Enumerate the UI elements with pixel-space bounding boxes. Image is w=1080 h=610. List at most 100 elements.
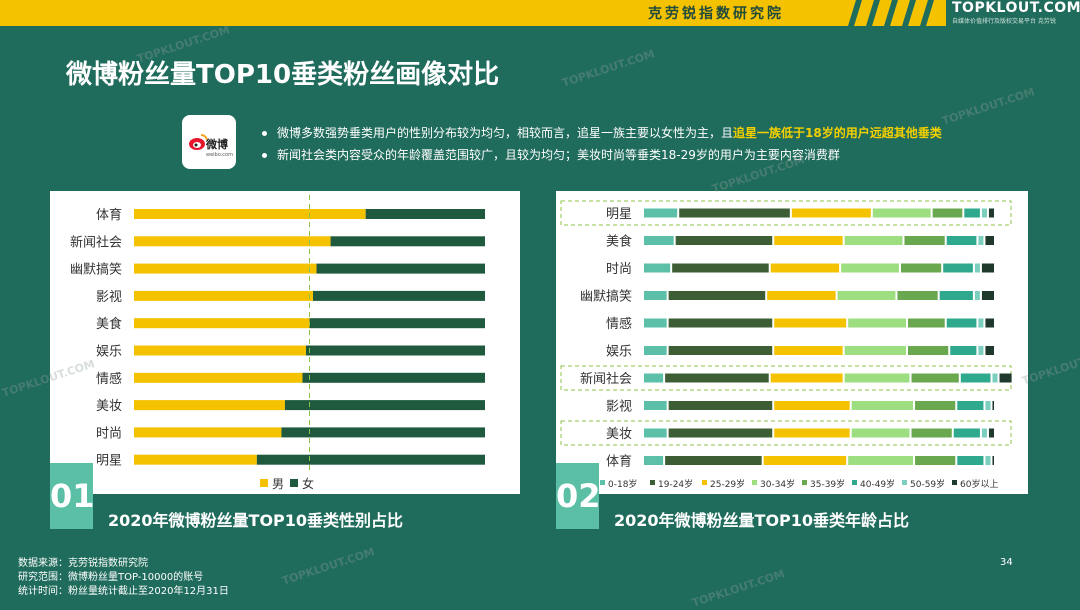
- bar-19-24岁: [672, 263, 769, 273]
- bar-25-29岁: [774, 401, 850, 410]
- bar-50-59岁: [981, 208, 987, 218]
- bar-50-59岁: [985, 456, 991, 465]
- bar-40-49岁: [964, 208, 980, 218]
- category-label: 娱乐: [96, 345, 122, 360]
- gender-chart-panel: 体育 新闻社会 幽默搞笑 影视 美食 娱乐 情感 美妆 时尚 明星男 女: [50, 191, 520, 494]
- category-label: 美食: [606, 234, 632, 250]
- legend-label: 女: [302, 476, 314, 491]
- legend-swatch: [260, 479, 268, 487]
- logo-subtitle: 自媒体价值排行及版权交易平台 克劳锐: [952, 18, 1056, 25]
- bar-男: [134, 318, 310, 329]
- bar-女: [305, 345, 485, 356]
- bar-60岁以上: [999, 373, 1012, 383]
- bar-40-49岁: [950, 346, 977, 355]
- bar-40-49岁: [946, 236, 977, 245]
- category-label: 影视: [96, 290, 122, 305]
- bullet-1-highlight: 追星一族低于18岁的用户远超其他垂类: [733, 126, 942, 140]
- bar-35-39岁: [897, 291, 938, 300]
- category-label: 幽默搞笑: [70, 262, 122, 278]
- bullet-2-text: 新闻社会类内容受众的年龄覆盖范围较广，且较为均匀；美妆时尚等垂类18-29岁的用…: [277, 148, 840, 162]
- bar-男: [134, 454, 257, 465]
- bar-男: [134, 263, 317, 274]
- legend-label: 40-49岁: [860, 478, 895, 490]
- bar-男: [134, 209, 366, 219]
- bar-30-34岁: [844, 346, 906, 355]
- bar-30-34岁: [851, 401, 914, 410]
- weibo-logo-sub: weibo.com: [206, 152, 233, 158]
- bar-19-24岁: [668, 401, 773, 410]
- legend-swatch: [702, 480, 707, 485]
- bar-19-24岁: [668, 318, 773, 328]
- weibo-icon: 微博 weibo.com: [189, 133, 233, 158]
- bar-35-39岁: [915, 456, 956, 465]
- weibo-logo: 微博 weibo.com: [182, 115, 236, 169]
- watermark: TOPKLOUT.COM: [940, 85, 1037, 128]
- bullet-dot: [262, 131, 267, 136]
- bar-女: [281, 427, 485, 438]
- category-label: 幽默搞笑: [580, 289, 632, 305]
- bar-0-18岁: [644, 263, 671, 273]
- bar-35-39岁: [908, 318, 945, 328]
- category-label: 情感: [606, 316, 632, 332]
- legend-label: 35-39岁: [810, 478, 845, 490]
- bar-25-29岁: [791, 208, 871, 218]
- bar-女: [284, 400, 485, 411]
- bar-女: [302, 372, 485, 383]
- highlight-box: [560, 200, 1012, 226]
- bar-60岁以上: [992, 456, 994, 465]
- bar-25-29岁: [770, 373, 843, 383]
- bar-50-59岁: [981, 428, 987, 438]
- bar-男: [134, 427, 282, 438]
- gender-chart-title: 2020年微博粉丝量TOP10垂类性别占比: [108, 511, 404, 530]
- bar-0-18岁: [644, 346, 667, 355]
- category-label: 美妆: [96, 399, 122, 414]
- bar-40-49岁: [957, 456, 984, 465]
- bar-19-24岁: [668, 291, 766, 300]
- bar-25-29岁: [774, 428, 850, 438]
- legend-label: 50-59岁: [910, 478, 945, 490]
- bar-50-59岁: [992, 373, 998, 383]
- bar-35-39岁: [908, 346, 949, 355]
- bar-19-24岁: [675, 236, 773, 245]
- bar-35-39岁: [911, 373, 959, 383]
- category-label: 体育: [606, 454, 632, 470]
- category-label: 影视: [606, 400, 632, 415]
- bar-60岁以上: [988, 208, 994, 218]
- footer-scope: 研究范围：微博粉丝量TOP-10000的账号: [18, 572, 204, 583]
- bar-19-24岁: [665, 456, 762, 465]
- highlight-box: [560, 420, 1012, 446]
- legend-label: 30-34岁: [760, 478, 795, 490]
- footer-date: 统计时间：粉丝量统计截止至2020年12月31日: [18, 586, 229, 597]
- decorative-stripes: [848, 0, 934, 26]
- topklout-logo: TOPKLOUT.COM 自媒体价值排行及版权交易平台 克劳锐: [946, 0, 1080, 26]
- bar-19-24岁: [679, 208, 790, 218]
- bar-35-39岁: [911, 428, 952, 438]
- bar-女: [365, 209, 485, 219]
- bar-50-59岁: [974, 263, 980, 273]
- category-label: 明星: [606, 207, 632, 222]
- legend-label: 60岁以上: [960, 478, 998, 490]
- bar-60岁以上: [985, 236, 994, 245]
- category-label: 新闻社会: [70, 234, 122, 250]
- bar-40-49岁: [957, 401, 984, 410]
- bar-60岁以上: [985, 346, 994, 355]
- bar-30-34岁: [837, 291, 896, 300]
- legend-label: 0-18岁: [608, 478, 637, 490]
- bullet-1: 微博多数强势垂类用户的性别分布较为均匀，相较而言，追星一族主要以女性为主，且追星…: [262, 122, 942, 144]
- bullet-2: 新闻社会类内容受众的年龄覆盖范围较广，且较为均匀；美妆时尚等垂类18-29岁的用…: [262, 144, 942, 166]
- bullet-dot: [262, 153, 267, 158]
- legend-label: 男: [272, 477, 284, 491]
- bar-25-29岁: [774, 346, 843, 355]
- bar-25-29岁: [774, 236, 843, 245]
- bar-35-39岁: [915, 401, 956, 410]
- bar-女: [316, 263, 485, 274]
- bar-19-24岁: [665, 373, 769, 383]
- bar-0-18岁: [644, 208, 678, 218]
- legend-swatch: [290, 479, 298, 487]
- bar-0-18岁: [644, 291, 667, 300]
- bar-30-34岁: [841, 263, 899, 273]
- bar-0-18岁: [644, 401, 667, 410]
- bar-女: [330, 236, 485, 247]
